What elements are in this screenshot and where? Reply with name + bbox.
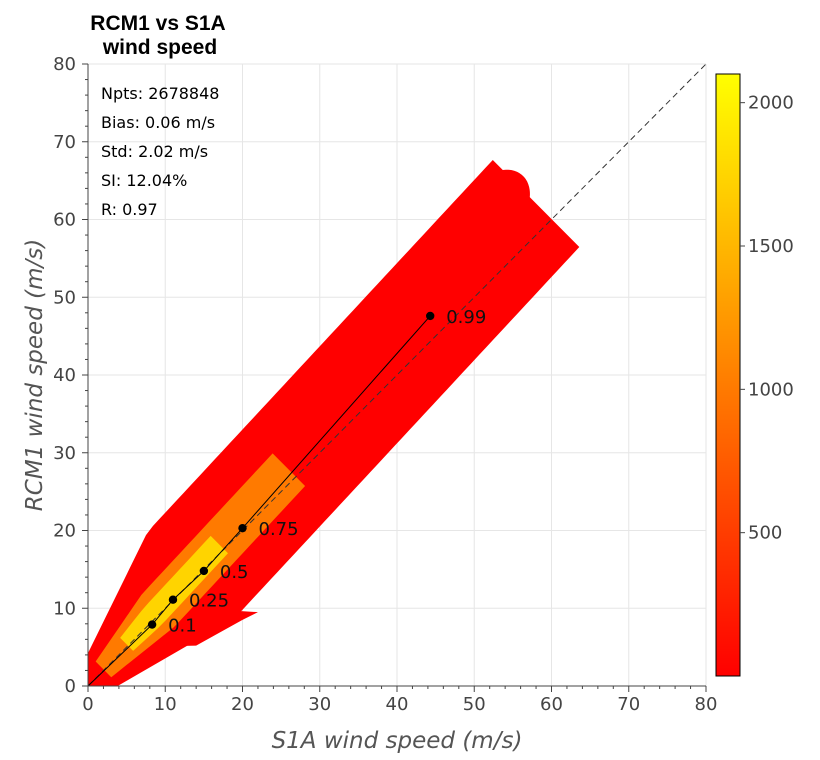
quantile-label: 0.99 xyxy=(446,307,486,328)
density-tip xyxy=(464,169,530,239)
density-cloud xyxy=(88,159,580,686)
quantile-label: 0.75 xyxy=(259,519,299,540)
quantile-point xyxy=(147,620,157,629)
quantile-label: 0.5 xyxy=(220,562,249,583)
stat-r: R: 0.97 xyxy=(101,200,158,219)
x-tick-label: 20 xyxy=(231,694,254,715)
stats-box: Npts: 2678848 Bias: 0.06 m/s Std: 2.02 m… xyxy=(101,84,219,219)
axes: 0 10 20 30 40 50 60 70 80 0 10 20 30 40 50 60 70 80 xyxy=(53,54,717,715)
quantile-point xyxy=(238,523,247,533)
y-tick-label: 50 xyxy=(53,287,76,308)
x-tick-label: 10 xyxy=(154,694,177,715)
stat-si: SI: 12.04% xyxy=(101,171,187,190)
quantile-point xyxy=(168,595,178,604)
stat-bias: Bias: 0.06 m/s xyxy=(101,113,215,132)
quantile-label: 0.1 xyxy=(168,616,197,637)
y-tick-label: 0 xyxy=(65,676,76,697)
density-band xyxy=(120,535,228,651)
colorbar-tick-label: 2000 xyxy=(748,93,794,114)
quantile-line xyxy=(87,315,431,687)
colorbar-gradient xyxy=(715,73,741,677)
y-tick-label: 60 xyxy=(53,210,76,231)
y-tick-label: 20 xyxy=(53,521,76,542)
x-tick-label: 0 xyxy=(82,694,93,715)
x-tick-label: 70 xyxy=(617,694,640,715)
x-tick-label: 40 xyxy=(386,694,409,715)
x-tick-label: 50 xyxy=(463,694,486,715)
colorbar-tick-label: 1500 xyxy=(748,236,794,257)
x-axis-label: S1A wind speed (m/s) xyxy=(272,728,523,754)
y-axis-label: RCM1 wind speed (m/s) xyxy=(22,239,48,511)
chart-title-line-1: RCM1 vs S1A xyxy=(90,12,225,35)
colorbar-tick-label: 500 xyxy=(748,523,782,544)
identity-line xyxy=(87,63,707,687)
quantile-point xyxy=(199,566,209,576)
quantile-points: 0.1 0.25 0.5 0.75 0.99 xyxy=(147,307,486,637)
y-tick-label: 70 xyxy=(53,132,76,153)
colorbar: 500 1000 1500 2000 xyxy=(715,73,794,677)
quantile-point xyxy=(426,311,435,321)
stat-npts: Npts: 2678848 xyxy=(101,84,219,103)
x-tick-label: 60 xyxy=(540,694,563,715)
quantile-label: 0.25 xyxy=(189,591,229,612)
y-tick-label: 10 xyxy=(53,598,76,619)
y-tick-label: 30 xyxy=(53,443,76,464)
stat-std: Std: 2.02 m/s xyxy=(101,142,208,161)
x-tick-label: 30 xyxy=(308,694,331,715)
y-tick-label: 80 xyxy=(53,54,76,75)
y-tick-label: 40 xyxy=(53,365,76,386)
colorbar-tick-label: 1000 xyxy=(748,379,794,400)
chart-title-line-2: wind speed xyxy=(102,36,217,59)
x-tick-label: 80 xyxy=(695,694,718,715)
